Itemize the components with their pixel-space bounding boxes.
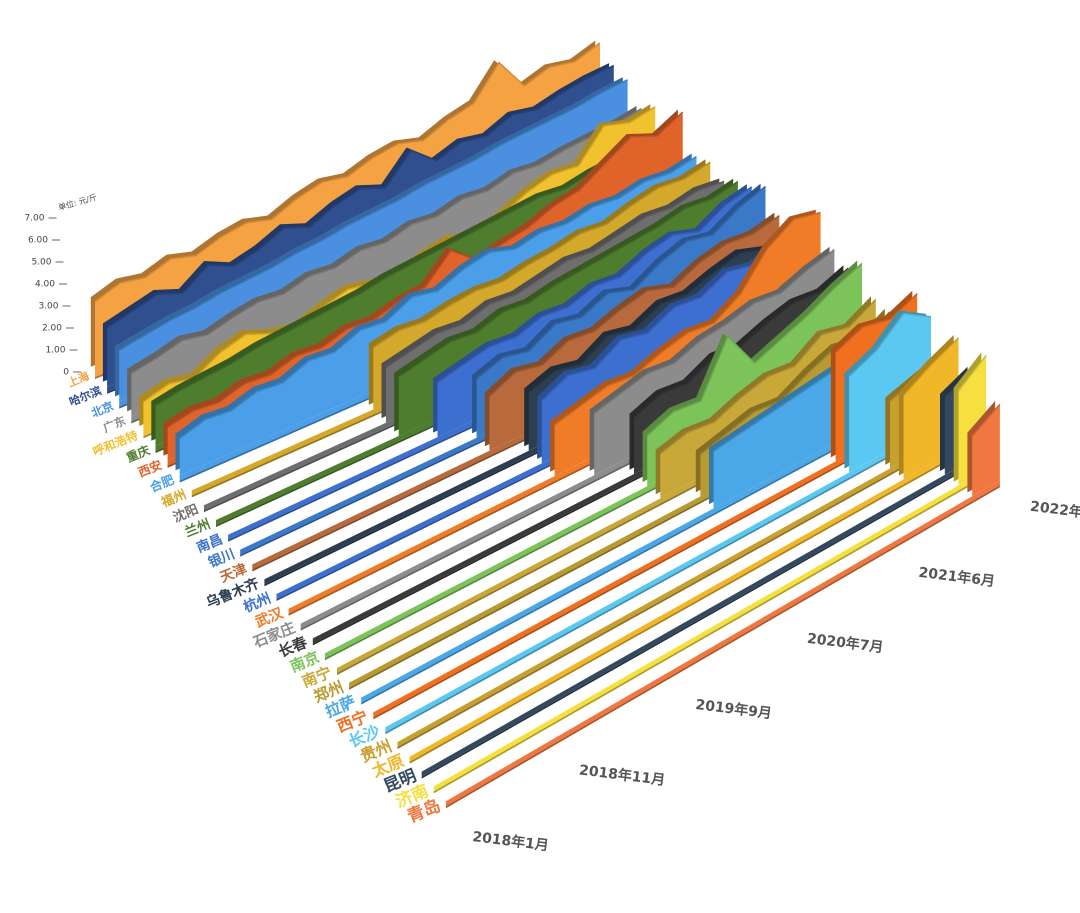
floor-strip bbox=[421, 459, 973, 777]
floor-strip bbox=[361, 406, 904, 703]
floor-strip bbox=[409, 448, 959, 762]
y-tick-label: 2.00 bbox=[42, 324, 62, 334]
area-top bbox=[385, 180, 725, 369]
area-top bbox=[835, 293, 918, 354]
floor-strip-edge bbox=[433, 474, 987, 794]
area-top bbox=[437, 186, 753, 384]
area-fill bbox=[972, 404, 1000, 497]
y-tick-label: 6.00 bbox=[28, 236, 48, 246]
area-top bbox=[848, 312, 932, 378]
y-tick-label: 4.00 bbox=[35, 280, 55, 290]
x-tick-label: 2018年1月 bbox=[471, 828, 549, 854]
area-top bbox=[554, 211, 821, 426]
floor-strip-edge bbox=[385, 432, 931, 735]
area-top bbox=[94, 42, 601, 303]
x-tick-label: 2021年6月 bbox=[918, 564, 996, 590]
area-top bbox=[957, 355, 987, 392]
series-group bbox=[433, 352, 987, 794]
y-tick-label: 1.00 bbox=[45, 346, 65, 356]
area-top bbox=[167, 111, 684, 429]
floor-strip-edge bbox=[361, 411, 904, 705]
area-top bbox=[476, 185, 766, 380]
y-tick-label: 7.00 bbox=[24, 214, 44, 224]
x-tick-label: 2019年9月 bbox=[695, 696, 773, 722]
area-top bbox=[971, 403, 1001, 437]
area-top bbox=[659, 298, 877, 455]
floor-strip bbox=[445, 480, 1000, 807]
x-tick-label: 2022年9月 bbox=[1029, 498, 1080, 524]
floor-strip bbox=[385, 427, 931, 733]
y-tick-label: 0 bbox=[63, 368, 69, 378]
floor-strip-edge bbox=[397, 443, 945, 749]
floor-strip bbox=[397, 438, 945, 747]
series-layer bbox=[90, 40, 1001, 809]
area-top bbox=[903, 337, 960, 397]
area-top bbox=[528, 229, 794, 394]
floor-strip bbox=[433, 469, 987, 792]
area-top bbox=[593, 249, 835, 415]
floor-strip-edge bbox=[373, 422, 918, 720]
floor-strip-edge bbox=[409, 453, 959, 764]
y-unit-label: 单位: 元/斤 bbox=[57, 192, 98, 213]
area-top bbox=[372, 161, 711, 349]
y-tick-label: 5.00 bbox=[31, 258, 51, 268]
floor-strip bbox=[373, 417, 918, 718]
x-tick-label: 2020年7月 bbox=[806, 630, 884, 656]
area-top bbox=[130, 108, 642, 375]
area-top bbox=[488, 214, 780, 398]
area-top bbox=[633, 267, 849, 419]
x-tick-label: 2018年11月 bbox=[578, 761, 666, 788]
series-label: 上海 bbox=[66, 369, 92, 390]
area-top bbox=[179, 155, 697, 440]
floor-strip-edge bbox=[445, 485, 1000, 809]
floor-strip-edge bbox=[421, 464, 973, 779]
area-top bbox=[398, 180, 739, 378]
axis-layer: 0 1.00 2.00 3.00 4.00 5.00 6.00 7.00 单位: 元/斤 bbox=[24, 192, 98, 378]
area-top bbox=[106, 64, 615, 329]
area-top bbox=[118, 79, 628, 352]
series-group bbox=[409, 335, 960, 764]
series-group bbox=[445, 400, 1001, 809]
y-tick-label: 3.00 bbox=[38, 302, 58, 312]
area-top bbox=[155, 134, 670, 407]
area-top bbox=[646, 262, 863, 437]
